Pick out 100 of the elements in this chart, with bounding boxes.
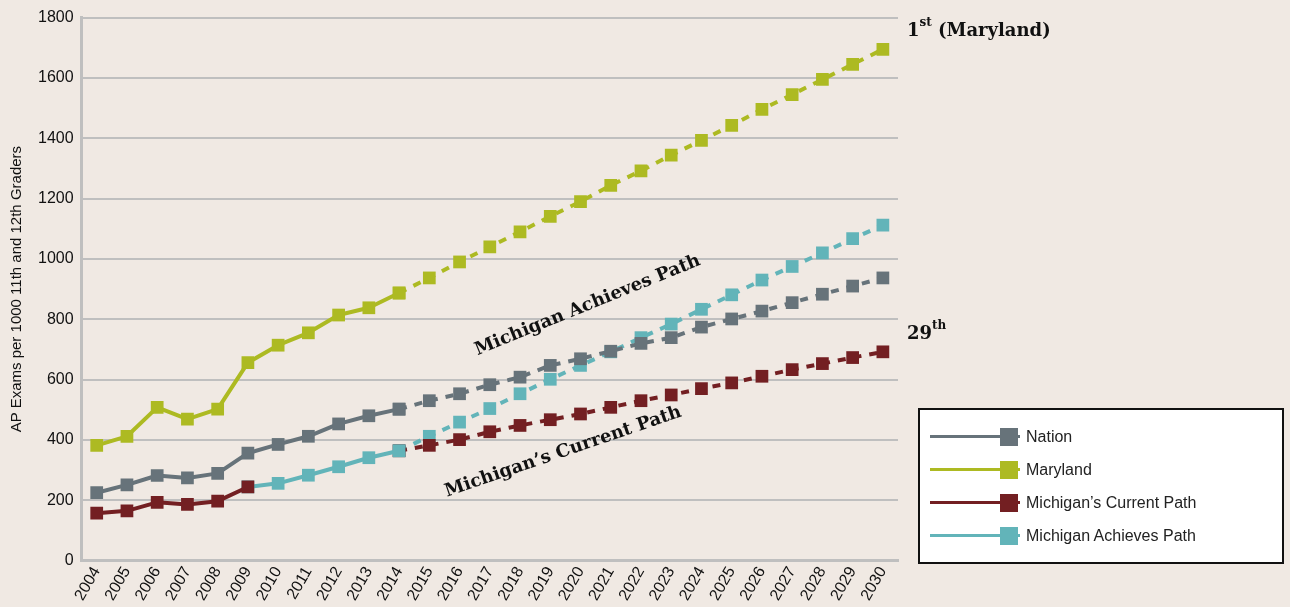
point	[483, 378, 497, 392]
point	[90, 438, 104, 452]
point	[816, 357, 829, 370]
point	[453, 255, 466, 269]
point	[90, 506, 104, 520]
point	[241, 446, 255, 460]
point	[150, 495, 164, 509]
point	[543, 210, 557, 223]
point	[695, 382, 708, 395]
point	[695, 302, 708, 316]
point	[453, 415, 466, 429]
point	[513, 419, 527, 432]
point	[664, 331, 678, 345]
point	[634, 337, 648, 350]
point	[604, 178, 618, 192]
point	[513, 370, 527, 384]
point	[725, 288, 739, 302]
point	[785, 363, 799, 376]
y-tick-label: 1400	[38, 128, 74, 146]
y-tick-label: 0	[64, 550, 74, 568]
point	[271, 438, 285, 451]
legend-label: Michigan’s Current Path	[1026, 493, 1197, 512]
point	[453, 433, 466, 446]
y-tick-label: 200	[46, 490, 74, 508]
point	[241, 356, 255, 370]
point	[664, 388, 678, 402]
point	[846, 57, 860, 71]
point	[120, 478, 134, 492]
point	[785, 296, 799, 310]
y-tick-label: 1800	[38, 8, 74, 26]
legend-label: Michigan Achieves Path	[1026, 526, 1196, 545]
point	[664, 148, 678, 162]
y-tick-label: 1000	[38, 249, 74, 267]
point	[211, 494, 225, 508]
point	[876, 218, 890, 232]
y-tick-label: 400	[46, 430, 74, 448]
point	[846, 279, 860, 293]
point	[816, 246, 829, 260]
point	[755, 369, 769, 383]
point	[483, 402, 497, 415]
point	[574, 352, 587, 366]
point	[181, 498, 194, 511]
point	[574, 195, 587, 208]
legend-label: Nation	[1026, 427, 1073, 446]
point	[483, 240, 497, 254]
point	[150, 400, 164, 414]
point	[725, 312, 739, 326]
point	[574, 407, 587, 421]
point	[362, 409, 376, 423]
point	[453, 387, 466, 401]
point	[422, 394, 436, 408]
point	[604, 400, 618, 414]
point	[483, 425, 497, 439]
point	[302, 429, 315, 443]
point	[816, 287, 829, 301]
point	[513, 387, 527, 401]
point	[785, 260, 799, 273]
y-tick-label: 800	[46, 309, 74, 327]
point	[695, 134, 708, 147]
point	[846, 232, 860, 246]
point	[332, 417, 345, 431]
point	[876, 345, 890, 359]
point	[120, 504, 134, 518]
point	[785, 88, 799, 101]
point	[695, 320, 708, 334]
point	[876, 42, 890, 56]
point	[755, 102, 769, 116]
point	[422, 271, 436, 285]
point	[634, 164, 648, 178]
point	[302, 468, 315, 482]
point	[271, 338, 285, 352]
point	[362, 451, 376, 465]
point	[302, 326, 315, 340]
point	[150, 469, 164, 482]
point	[816, 73, 829, 86]
point	[181, 471, 194, 485]
point	[362, 301, 376, 315]
y-tick-label: 1200	[38, 189, 74, 206]
point	[120, 429, 134, 443]
legend-label: Maryland	[1026, 460, 1092, 479]
point	[392, 286, 406, 300]
y-tick-label: 600	[46, 369, 74, 387]
point	[725, 118, 739, 132]
point	[271, 476, 285, 490]
point	[332, 308, 345, 322]
point	[392, 402, 406, 416]
point	[846, 351, 860, 364]
point	[543, 359, 557, 372]
point	[211, 467, 225, 480]
y-axis-title: AP Exams per 1000 11th and 12th Graders	[7, 145, 25, 433]
point	[513, 225, 527, 239]
point	[211, 402, 225, 416]
point	[543, 413, 557, 427]
point	[90, 486, 104, 500]
point	[725, 376, 739, 390]
point	[664, 317, 678, 331]
point	[332, 460, 345, 474]
point	[543, 372, 557, 386]
y-tick-label: 1600	[38, 68, 74, 86]
point	[422, 438, 436, 452]
